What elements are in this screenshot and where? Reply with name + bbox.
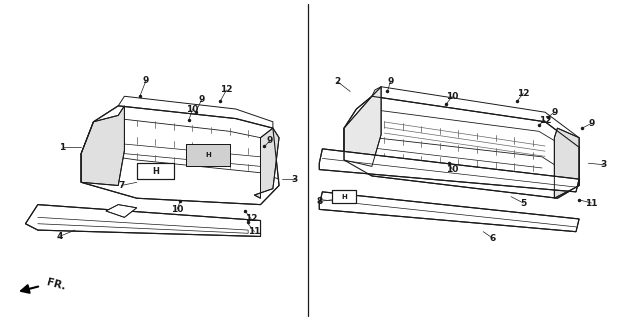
Text: 11: 11 <box>248 227 260 236</box>
Text: FR.: FR. <box>45 277 66 292</box>
Text: 12: 12 <box>220 85 232 94</box>
Text: 10: 10 <box>446 165 458 174</box>
Polygon shape <box>81 106 279 204</box>
Polygon shape <box>186 144 229 166</box>
Text: 11: 11 <box>585 198 598 207</box>
Polygon shape <box>554 128 579 198</box>
Text: 9: 9 <box>198 95 205 104</box>
Text: 12: 12 <box>245 214 257 223</box>
Polygon shape <box>344 96 579 198</box>
Polygon shape <box>81 106 125 186</box>
Text: 5: 5 <box>520 198 526 207</box>
Polygon shape <box>319 149 579 192</box>
Text: 12: 12 <box>517 89 529 98</box>
Polygon shape <box>254 128 279 198</box>
Text: 3: 3 <box>601 160 607 169</box>
Text: 9: 9 <box>388 77 394 86</box>
Polygon shape <box>344 87 381 166</box>
Polygon shape <box>319 192 579 232</box>
Text: H: H <box>341 194 347 200</box>
Text: 6: 6 <box>489 234 495 243</box>
Polygon shape <box>137 163 174 179</box>
Text: 4: 4 <box>56 232 63 241</box>
Text: 9: 9 <box>551 108 557 117</box>
Text: 10: 10 <box>446 92 458 101</box>
Text: 8: 8 <box>316 197 322 206</box>
Polygon shape <box>25 204 260 236</box>
Text: H: H <box>205 152 211 158</box>
Text: 9: 9 <box>143 76 149 85</box>
Text: 3: 3 <box>291 175 298 184</box>
Text: H: H <box>152 167 159 176</box>
Text: 10: 10 <box>186 105 198 114</box>
Text: 9: 9 <box>267 136 273 145</box>
Text: 10: 10 <box>171 205 183 214</box>
Text: 2: 2 <box>335 77 341 86</box>
Text: 12: 12 <box>539 116 551 125</box>
Polygon shape <box>332 190 356 203</box>
Text: 7: 7 <box>118 181 125 190</box>
Text: 1: 1 <box>60 143 66 152</box>
Polygon shape <box>106 204 137 217</box>
Text: 9: 9 <box>588 119 595 128</box>
